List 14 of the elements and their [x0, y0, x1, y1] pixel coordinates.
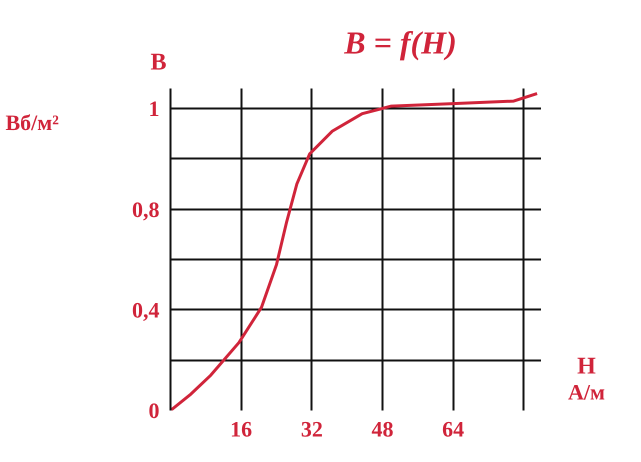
- x-axis-title: H: [577, 353, 596, 380]
- y-axis-title: В: [150, 50, 167, 76]
- text: А/м: [568, 379, 606, 404]
- x-tick-label: 16: [230, 416, 252, 442]
- y-tick-label: 1: [148, 96, 160, 122]
- x-tick-label: 64: [442, 416, 464, 442]
- line-series: [170, 92, 539, 410]
- chart-title: В = f(H): [343, 24, 457, 60]
- text: Вб/м²: [6, 110, 60, 135]
- x-tick-label: 48: [372, 416, 394, 442]
- y-tick-label: 0,4: [132, 297, 160, 322]
- y-tick-label: 0: [148, 398, 160, 423]
- x-tick-label: 32: [300, 416, 323, 442]
- y-tick-label: 0,8: [132, 196, 160, 222]
